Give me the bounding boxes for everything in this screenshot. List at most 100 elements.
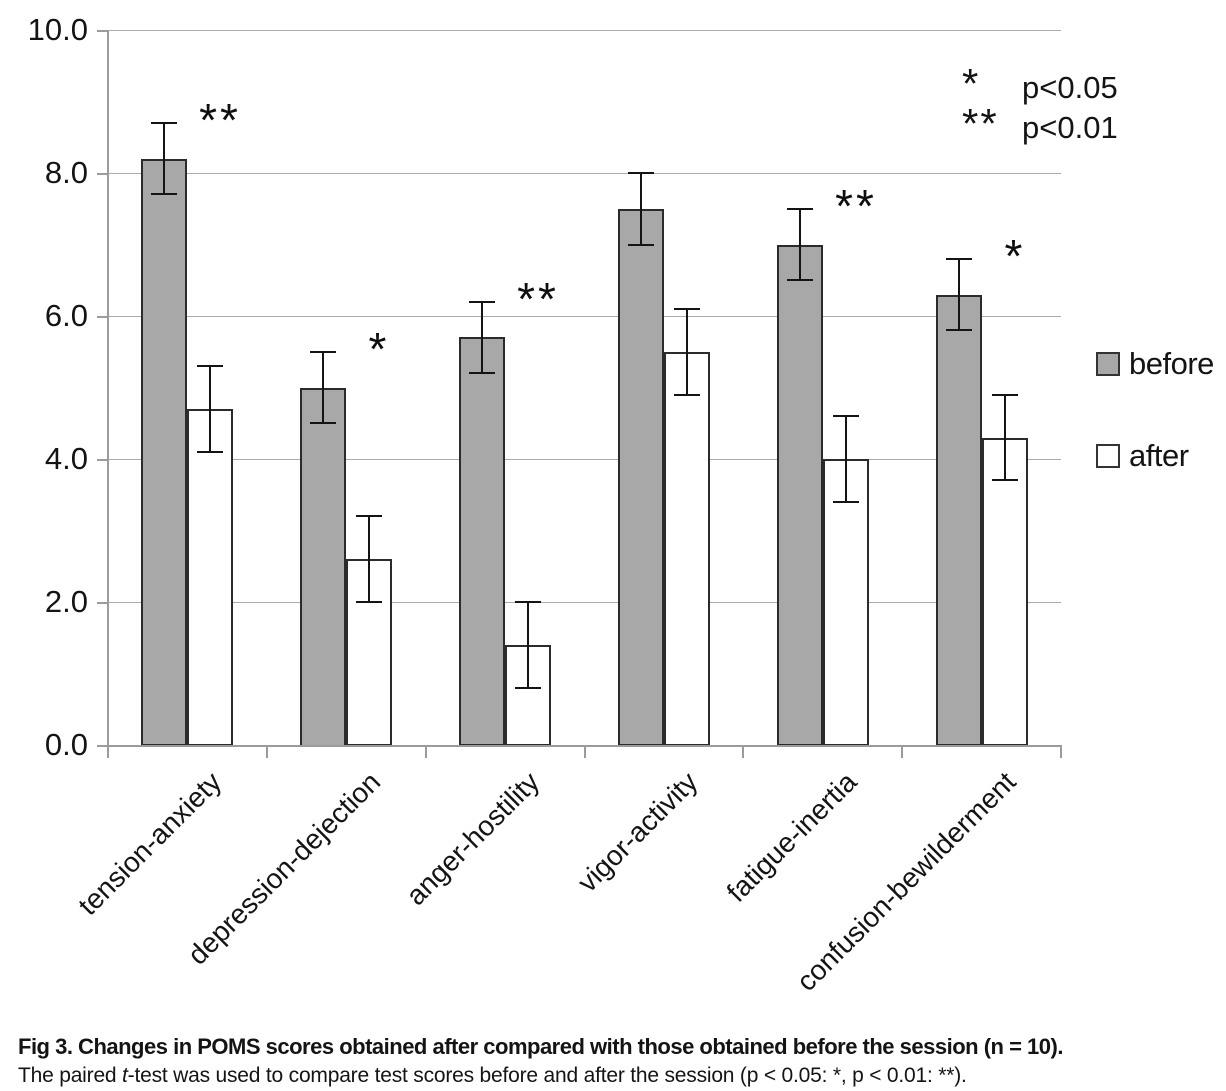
series-legend: before after [1096,342,1214,526]
y-tick-0 [97,745,107,747]
err-cap-top-before-fatigue-inertia [787,208,813,210]
err-cap-top-before-tension-anxiety [151,122,177,124]
significance-legend: * p<0.05 ** p<0.01 [962,60,1118,147]
caption-text: -test was used to compare test scores be… [127,1064,967,1087]
x-tick-0 [107,747,109,758]
sig-legend-item-p001: ** p<0.01 [962,100,1118,147]
y-tick-8 [97,173,107,175]
legend-label-after: after [1129,438,1189,473]
bar-before-fatigue-inertia [777,245,823,746]
err-cap-top-before-depression-dejection [310,351,336,353]
bar-before-vigor-activity [618,209,664,746]
err-cap-bottom-after-depression-dejection [356,601,382,603]
significance-marker-confusion-bewilderment: * [1004,230,1026,282]
sig-legend-label: p<0.01 [1022,110,1118,145]
significance-marker-anger-hostility: ** [517,273,559,325]
caption-italic-t: t [122,1064,128,1087]
significance-marker-tension-anxiety: ** [199,94,241,146]
y-tick-2 [97,602,107,604]
y-tick-4 [97,459,107,461]
err-stem-before-tension-anxiety [163,123,165,194]
err-cap-bottom-before-fatigue-inertia [787,279,813,281]
err-stem-after-tension-anxiety [209,366,211,452]
bar-before-anger-hostility [459,337,505,746]
y-axis-label-6.0: 6.0 [44,298,88,333]
y-axis-label-2.0: 2.0 [44,584,88,619]
bar-after-tension-anxiety [187,409,233,746]
err-stem-after-confusion-bewilderment [1004,395,1006,481]
bar-before-depression-dejection [300,388,346,747]
bar-before-tension-anxiety [141,159,187,746]
err-stem-before-confusion-bewilderment [958,259,960,330]
err-cap-top-after-tension-anxiety [197,365,223,367]
legend-label-before: before [1129,346,1214,381]
before-swatch-icon [1096,352,1120,376]
caption-body: The paired t-test was used to compare te… [18,1063,1218,1089]
significance-marker-fatigue-inertia: ** [835,180,877,232]
err-cap-bottom-after-confusion-bewilderment [992,479,1018,481]
sig-legend-label: p<0.05 [1022,70,1118,105]
single-asterisk-icon: * [962,60,981,107]
y-axis-label-10.0: 10.0 [27,12,88,47]
err-cap-top-after-depression-dejection [356,515,382,517]
err-cap-top-before-anger-hostility [469,301,495,303]
sig-legend-item-p005: * p<0.05 [962,60,1118,107]
err-cap-bottom-after-vigor-activity [674,394,700,396]
y-axis-label-0.0: 0.0 [44,727,88,762]
y-tick-10 [97,30,107,32]
gridline-6 [108,316,1061,317]
err-stem-after-depression-dejection [368,516,370,602]
significance-marker-depression-dejection: * [368,323,390,375]
x-tick-6 [1060,747,1062,758]
err-cap-top-after-fatigue-inertia [833,415,859,417]
x-axis-line [107,745,1062,747]
err-cap-bottom-before-tension-anxiety [151,193,177,195]
err-cap-top-after-anger-hostility [515,601,541,603]
err-cap-top-after-vigor-activity [674,308,700,310]
bar-after-confusion-bewilderment [982,438,1028,746]
err-cap-bottom-after-anger-hostility [515,687,541,689]
x-axis-label-tension-anxiety: tension-anxiety [71,766,227,922]
err-cap-top-before-vigor-activity [628,172,654,174]
err-stem-after-fatigue-inertia [845,416,847,502]
err-cap-top-after-confusion-bewilderment [992,394,1018,396]
legend-item-before: before [1096,342,1214,386]
double-asterisk-icon: ** [962,100,999,147]
x-tick-2 [425,747,427,758]
x-axis-label-anger-hostility: anger-hostility [399,766,545,912]
err-cap-bottom-before-confusion-bewilderment [946,329,972,331]
err-cap-bottom-after-fatigue-inertia [833,501,859,503]
x-tick-4 [742,747,744,758]
gridline-10 [108,30,1061,31]
caption-text: The paired [18,1064,123,1087]
x-tick-5 [901,747,903,758]
caption-title: Fig 3. Changes in POMS scores obtained a… [18,1034,1063,1059]
x-tick-1 [266,747,268,758]
y-axis-label-4.0: 4.0 [44,441,88,476]
err-stem-before-fatigue-inertia [799,209,801,281]
err-cap-bottom-before-vigor-activity [628,244,654,246]
err-cap-bottom-before-anger-hostility [469,372,495,374]
err-cap-bottom-after-tension-anxiety [197,451,223,453]
err-cap-top-before-confusion-bewilderment [946,258,972,260]
err-stem-after-anger-hostility [527,602,529,688]
bar-before-confusion-bewilderment [936,295,982,746]
gridline-8 [108,173,1061,174]
bar-after-vigor-activity [664,352,710,746]
err-stem-before-anger-hostility [481,302,483,374]
figure-caption: Fig 3. Changes in POMS scores obtained a… [18,1034,1218,1089]
y-axis-label-8.0: 8.0 [44,155,88,190]
gridline-2 [108,602,1061,603]
x-axis-label-fatigue-inertia: fatigue-inertia [721,766,863,908]
after-swatch-icon [1096,444,1120,468]
gridline-4 [108,459,1061,460]
err-stem-before-vigor-activity [640,173,642,245]
err-stem-after-vigor-activity [686,309,688,395]
err-stem-before-depression-dejection [322,352,324,424]
legend-item-after: after [1096,434,1214,478]
x-tick-3 [584,747,586,758]
y-axis-line [107,30,109,746]
err-cap-bottom-before-depression-dejection [310,422,336,424]
